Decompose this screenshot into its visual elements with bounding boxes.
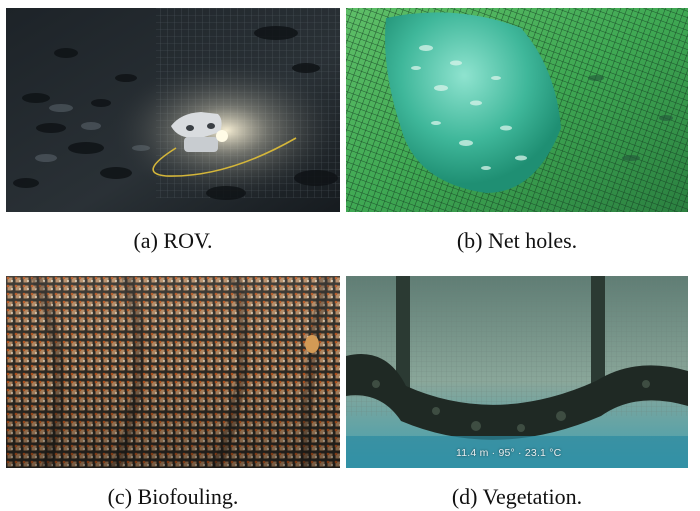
caption-vegetation: (d) Vegetation.: [451, 484, 583, 509]
caption-biofouling: (c) Biofouling.: [107, 484, 239, 509]
panel-net-holes-image: [346, 8, 688, 212]
sensor-readout-overlay: 11.4 m · 95° · 23.1 °C: [456, 447, 562, 459]
panel-biofouling-image: [6, 276, 340, 468]
caption-rov: (a) ROV.: [133, 228, 213, 253]
caption-net-holes: (b) Net holes.: [456, 228, 578, 253]
panel-rov-image: [6, 8, 340, 212]
panel-vegetation-image: [346, 276, 688, 468]
